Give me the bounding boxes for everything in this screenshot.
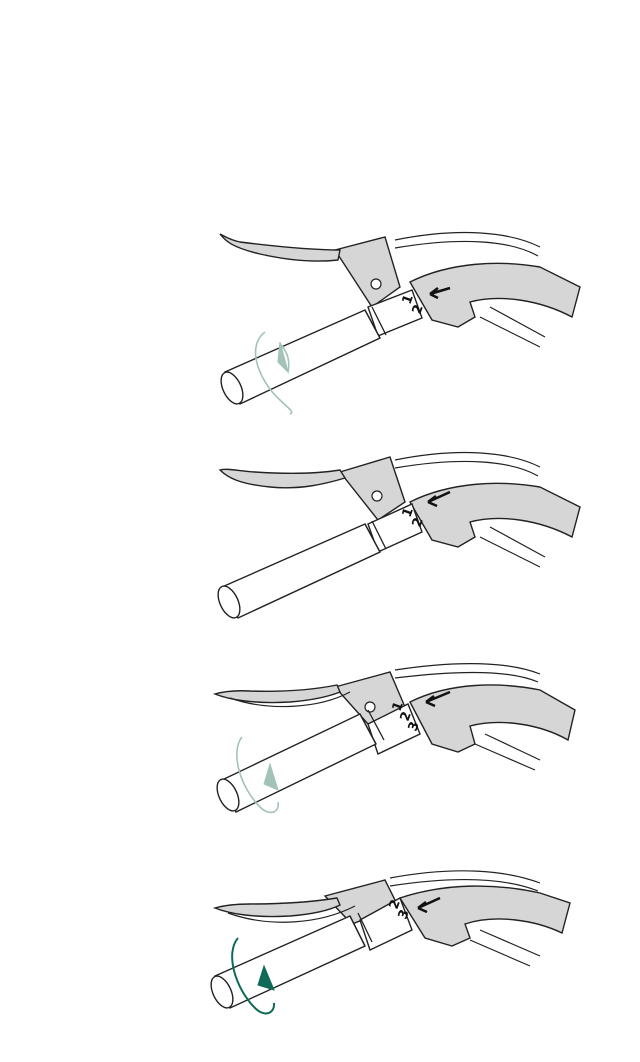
handlebar [409, 684, 576, 753]
grip-end [210, 975, 234, 1009]
brake-cable [394, 663, 541, 675]
adjuster-dial [367, 289, 423, 337]
grip [221, 523, 381, 619]
step-2-illustration: 1 2 [200, 442, 600, 642]
handlebar-tube [489, 526, 546, 558]
index-marker-arrow-icon [417, 896, 441, 914]
handlebar-tube [489, 306, 546, 338]
brake-cable [394, 451, 541, 468]
grip-collar [364, 520, 387, 553]
handlebar-tube [479, 929, 541, 957]
rotate-arrow-icon [263, 762, 279, 791]
brake-cable [389, 870, 541, 884]
pivot-bolt [364, 701, 376, 713]
grip [214, 915, 366, 1009]
grip-end [216, 778, 240, 812]
grip-end [220, 371, 244, 405]
brake-cable [394, 240, 539, 257]
grip-collar [349, 912, 373, 947]
handlebar [409, 262, 581, 328]
rotate-arrow-icon [236, 736, 280, 814]
pivot-bolt [370, 278, 382, 290]
handlebar-tube [484, 733, 541, 761]
lever-housing [333, 236, 401, 308]
lever-housing [338, 456, 406, 521]
brake-lever-drawing: 1 2 3 [212, 663, 576, 814]
grip [224, 309, 381, 405]
rotate-arrow-icon [257, 964, 275, 991]
grip-collar [359, 709, 385, 745]
brake-lever-drawing: 2 3 [210, 870, 571, 1015]
grip-collar [364, 306, 387, 339]
handlebar-tube [469, 939, 531, 967]
grip-end [217, 585, 241, 619]
brake-cable [394, 671, 539, 683]
rotate-arrow-icon [277, 341, 290, 375]
brake-lever-drawing: 1 2 [219, 231, 581, 415]
index-marker-arrow-icon [427, 490, 451, 508]
handlebar [409, 482, 581, 548]
adjuster-dial [359, 896, 413, 951]
pivot-bolt [371, 490, 383, 502]
rotate-arrow-icon [279, 343, 290, 373]
handlebar-tube [474, 743, 536, 771]
rotate-arrow-icon [231, 937, 276, 1015]
brake-cable [394, 460, 539, 477]
brake-lever-blade [219, 233, 341, 262]
brake-lever-blade [218, 468, 347, 489]
handlebar-tube [479, 316, 541, 348]
brake-lever-blade-secondary [227, 905, 356, 923]
handlebar [398, 885, 571, 947]
brake-lever-blade-secondary [229, 691, 351, 708]
brake-lever-blade [212, 897, 341, 918]
step-1-illustration: 1 2 [200, 222, 600, 422]
step-3-illustration: 1 2 3 [200, 652, 600, 852]
brake-lever-blade [212, 684, 341, 704]
index-marker-arrow-icon [425, 690, 451, 708]
step-4-illustration: 2 3 [200, 858, 600, 1058]
brake-cable [389, 879, 539, 892]
brake-cable [394, 231, 541, 248]
brake-lever-drawing: 1 2 [217, 451, 581, 619]
index-marker-arrow-icon [429, 286, 451, 300]
handlebar-tube [479, 536, 541, 568]
grip [221, 713, 377, 813]
rotate-arrow-icon [254, 331, 293, 415]
